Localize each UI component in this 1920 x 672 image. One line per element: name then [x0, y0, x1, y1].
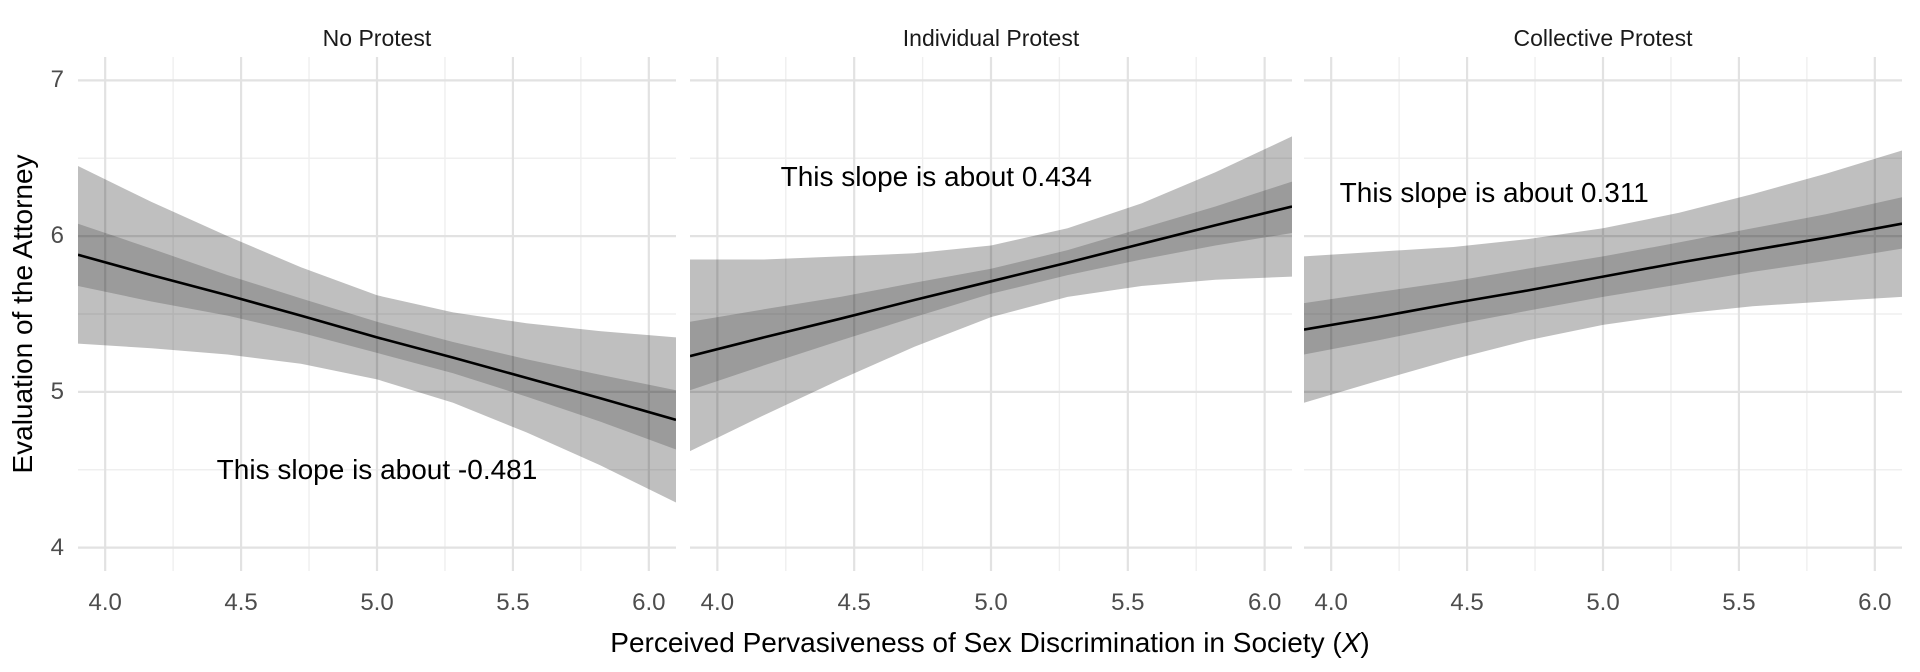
x-tick-label: 5.0: [360, 589, 394, 616]
y-axis-title: Evaluation of the Attorney: [7, 154, 38, 474]
panel-plot-area-individual-protest: [690, 57, 1292, 571]
y-tick-label: 6: [50, 222, 64, 250]
x-tick-label: 4.5: [224, 589, 258, 616]
x-tick-label: 6.0: [1247, 589, 1282, 616]
x-tick-label: 5.0: [974, 589, 1008, 616]
x-tick-label: 5.0: [1586, 589, 1620, 616]
y-tick-label: 5: [50, 377, 64, 405]
x-tick-label: 4.0: [88, 589, 122, 616]
x-tick-label: 4.5: [1450, 589, 1484, 616]
outer-confidence-band: [78, 166, 676, 503]
x-tick-label: 4.0: [700, 589, 735, 616]
gridlines-major: [78, 57, 676, 571]
x-tick-label: 4.5: [837, 589, 871, 616]
facet-strip-collective-protest: Collective Protest: [1513, 25, 1693, 51]
x-tick-label: 6.0: [632, 589, 666, 616]
x-axis-title-variable: X: [1341, 627, 1361, 658]
slope-annotation-no-protest: This slope is about -0.481: [216, 453, 538, 485]
facet-strip-no-protest: No Protest: [322, 25, 432, 51]
x-tick-label: 5.5: [1111, 589, 1145, 616]
x-tick-label: 6.0: [1858, 589, 1892, 616]
regression-line: [690, 205, 1292, 358]
x-tick-label: 4.0: [1314, 589, 1348, 616]
outer-confidence-band: [690, 136, 1292, 452]
y-tick-label: 4: [50, 533, 64, 561]
slope-annotation-collective-protest: This slope is about 0.311: [1339, 176, 1649, 208]
x-axis-title: Perceived Pervasiveness of Sex Discrimin…: [78, 628, 1902, 658]
y-tick-label: 7: [50, 66, 64, 94]
gridlines-major: [1304, 57, 1902, 571]
slope-annotation-individual-protest: This slope is about 0.434: [780, 160, 1092, 192]
panel-plot-area-no-protest: [78, 57, 676, 571]
inner-confidence-band: [690, 181, 1292, 391]
x-axis-title-suffix: ): [1360, 627, 1370, 658]
regression-line: [1304, 222, 1902, 331]
x-tick-label: 5.5: [1722, 589, 1756, 616]
x-axis-title-text: Perceived Pervasiveness of Sex Discrimin…: [610, 627, 1342, 658]
regression-line: [78, 253, 676, 422]
x-tick-label: 5.5: [496, 589, 530, 616]
gridlines-major: [690, 57, 1292, 571]
facet-strip-individual-protest: Individual Protest: [902, 25, 1080, 51]
panel-plot-area-collective-protest: [1304, 57, 1902, 571]
